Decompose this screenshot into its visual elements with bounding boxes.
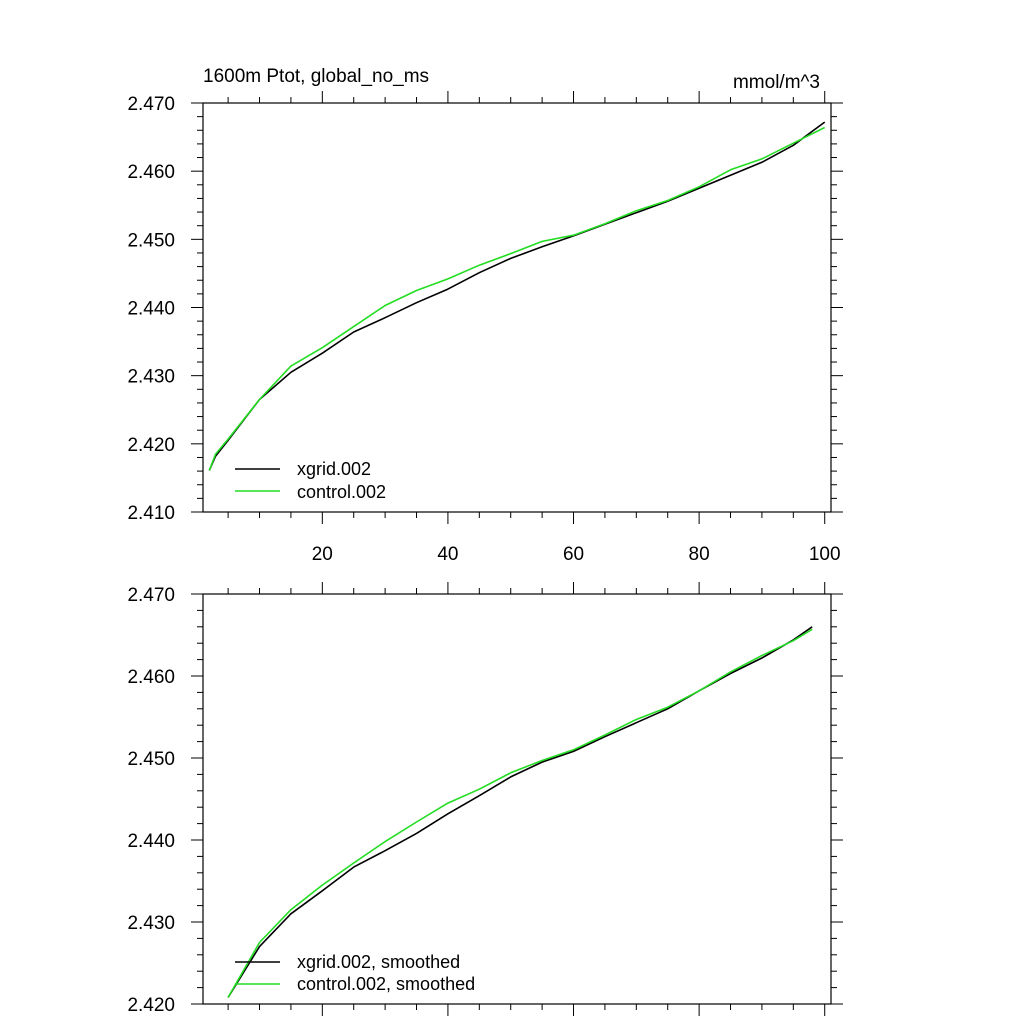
x-tick-label: 40 <box>437 544 458 565</box>
legend-label-control-smoothed: control.002, smoothed <box>297 974 475 994</box>
y-tick-label: 2.420 <box>127 995 175 1016</box>
y-tick-label: 2.460 <box>127 667 175 688</box>
bottom-panel: 2.420 2.430 2.440 2.450 2.460 2.470 xgrid.002… <box>127 582 843 1016</box>
y-tick-label: 2.460 <box>127 162 175 183</box>
series-line-control-002 <box>208 126 826 471</box>
x-tick-label: 20 <box>312 544 333 565</box>
top-panel-frame <box>202 102 832 513</box>
top-panel-legend: xgrid.002 control.002 <box>235 459 386 502</box>
bottom-panel-frame <box>202 593 832 1005</box>
x-tick-label: 100 <box>809 544 841 565</box>
legend-label-control: control.002 <box>297 482 386 502</box>
y-tick-label: 2.470 <box>127 94 175 115</box>
y-tick-label: 2.470 <box>127 585 175 606</box>
legend-label-xgrid-smoothed: xgrid.002, smoothed <box>297 952 460 972</box>
top-panel-title: 1600m Ptot, global_no_ms <box>203 66 429 87</box>
legend-label-xgrid: xgrid.002 <box>297 459 371 479</box>
top-panel-units: mmol/m^3 <box>733 72 820 93</box>
top-panel-series <box>208 121 826 471</box>
top-panel-ticks: 20 40 60 80 100 2.410 2.420 2.430 2.440 2.450 2.46… <box>127 91 843 565</box>
y-tick-label: 2.450 <box>127 749 175 770</box>
y-tick-label: 2.450 <box>127 230 175 251</box>
bottom-panel-ticks: 2.420 2.430 2.440 2.450 2.460 2.470 <box>127 582 843 1016</box>
y-tick-label: 2.410 <box>127 503 175 524</box>
y-tick-label: 2.430 <box>127 367 175 388</box>
series-line-control-002-smoothed <box>227 628 813 998</box>
y-tick-label: 2.440 <box>127 831 175 852</box>
bottom-panel-legend: xgrid.002, smoothed control.002, smoothe… <box>235 952 475 994</box>
y-tick-label: 2.420 <box>127 435 175 456</box>
top-panel: 1600m Ptot, global_no_ms mmol/m^3 20 40 60… <box>127 66 843 565</box>
bottom-panel-series <box>227 626 813 998</box>
x-tick-label: 80 <box>689 544 710 565</box>
x-tick-label: 60 <box>563 544 584 565</box>
y-tick-label: 2.430 <box>127 913 175 934</box>
y-tick-label: 2.440 <box>127 299 175 320</box>
series-line-xgrid-002-smoothed <box>227 626 813 998</box>
series-line-xgrid-002 <box>208 121 826 471</box>
